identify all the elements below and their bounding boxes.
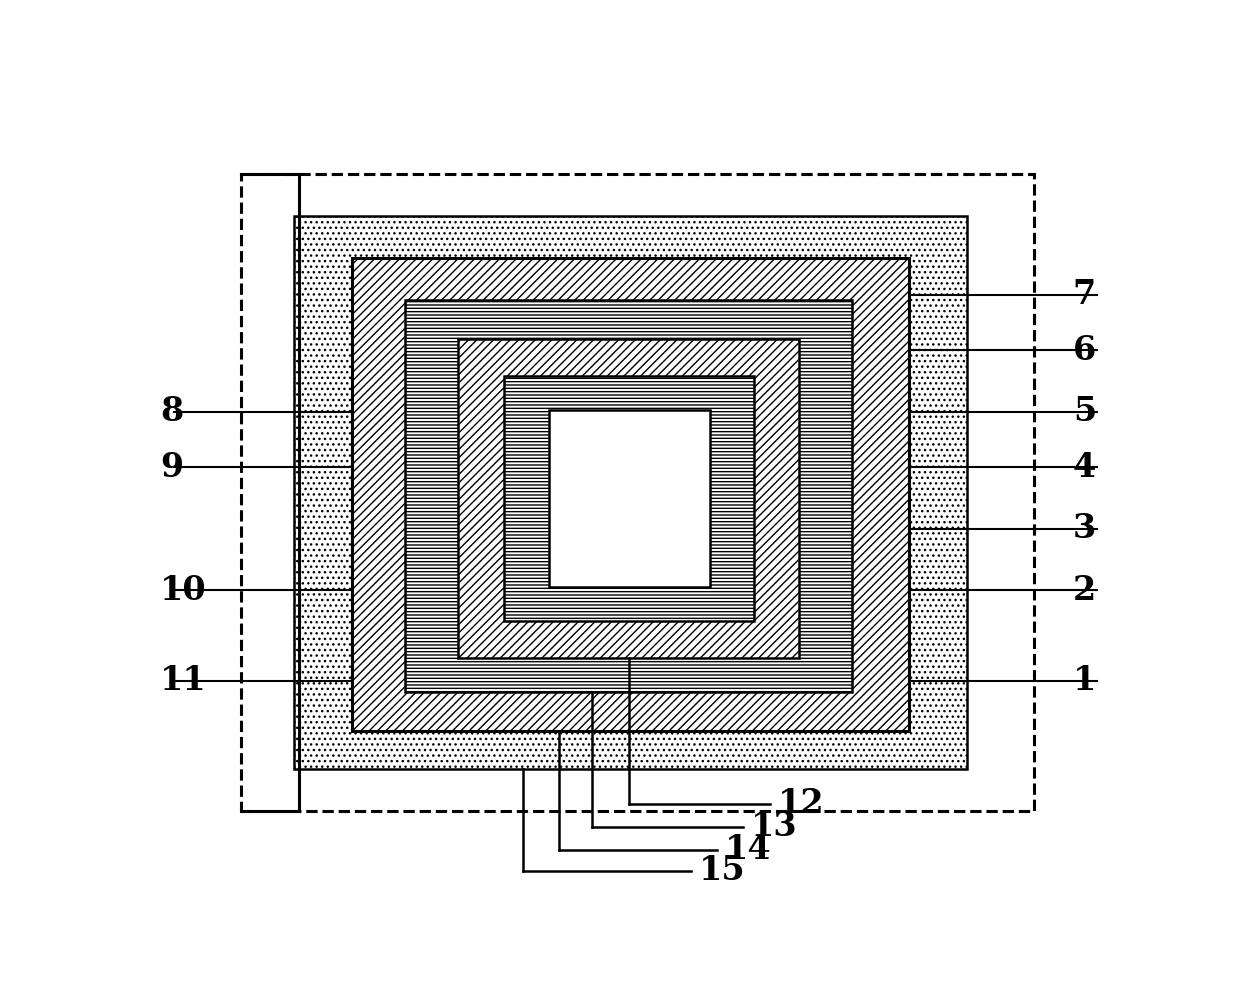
Bar — [404, 300, 852, 693]
Text: 1: 1 — [1073, 665, 1096, 698]
Bar — [503, 376, 754, 621]
Bar — [404, 300, 852, 693]
Text: 13: 13 — [751, 810, 797, 843]
Text: 15: 15 — [699, 854, 745, 887]
Bar — [458, 338, 799, 658]
Bar — [458, 338, 799, 658]
Bar — [294, 216, 967, 769]
Bar — [352, 258, 909, 731]
Text: 11: 11 — [160, 665, 207, 698]
Bar — [503, 376, 754, 621]
Text: 5: 5 — [1073, 395, 1096, 428]
Text: 8: 8 — [160, 395, 184, 428]
Text: 6: 6 — [1073, 333, 1096, 367]
Bar — [294, 216, 967, 769]
Text: 2: 2 — [1073, 574, 1096, 607]
Text: 12: 12 — [777, 787, 825, 820]
Text: 14: 14 — [725, 833, 771, 866]
Bar — [503, 376, 754, 621]
Bar — [458, 338, 799, 658]
Bar — [242, 174, 1034, 811]
Text: 4: 4 — [1073, 451, 1096, 484]
Bar — [352, 258, 909, 731]
Text: 7: 7 — [1073, 278, 1096, 311]
Text: 3: 3 — [1073, 512, 1096, 545]
Text: 10: 10 — [160, 574, 207, 607]
Bar — [404, 300, 852, 693]
Bar — [352, 258, 909, 731]
Bar — [549, 410, 711, 587]
Text: 9: 9 — [160, 451, 184, 484]
